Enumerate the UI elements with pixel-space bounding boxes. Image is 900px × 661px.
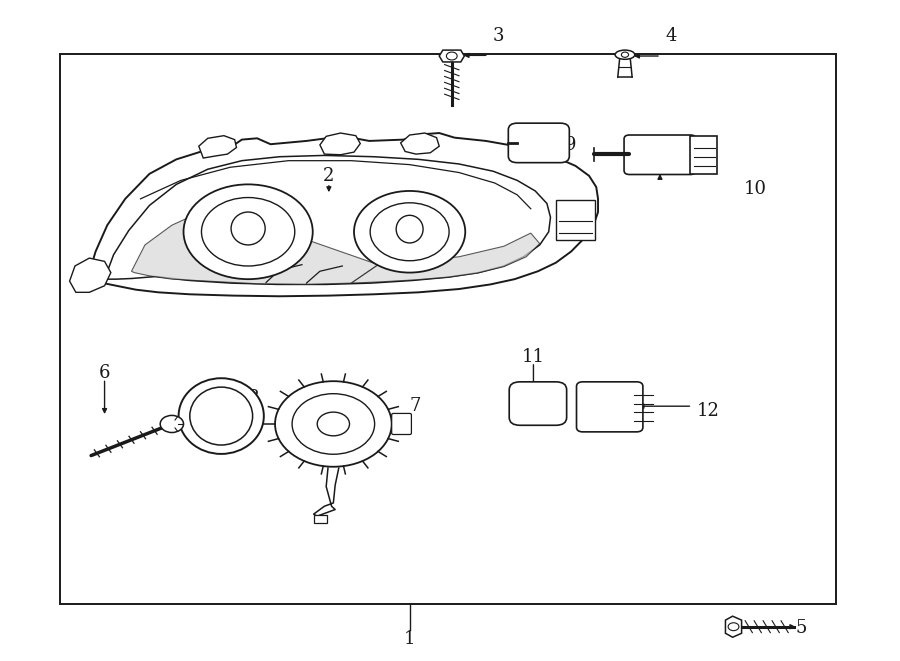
Text: 8: 8 <box>248 389 259 407</box>
Text: 12: 12 <box>697 402 720 420</box>
Text: 9: 9 <box>565 136 576 154</box>
Polygon shape <box>439 50 464 62</box>
FancyBboxPatch shape <box>392 413 411 434</box>
Polygon shape <box>400 133 439 154</box>
Ellipse shape <box>615 50 634 59</box>
FancyBboxPatch shape <box>509 382 567 425</box>
Circle shape <box>370 203 449 260</box>
Text: 5: 5 <box>796 619 806 637</box>
Text: 6: 6 <box>99 364 111 382</box>
Text: 1: 1 <box>404 629 416 648</box>
Circle shape <box>184 184 312 279</box>
Bar <box>59 54 836 603</box>
Polygon shape <box>351 233 540 283</box>
Circle shape <box>292 394 374 454</box>
Circle shape <box>275 381 392 467</box>
Text: 7: 7 <box>410 397 421 415</box>
Bar <box>556 200 596 240</box>
Circle shape <box>160 415 184 432</box>
Polygon shape <box>104 155 551 284</box>
Polygon shape <box>199 136 237 158</box>
Bar <box>313 515 327 523</box>
Polygon shape <box>86 133 598 296</box>
Circle shape <box>354 191 465 272</box>
Circle shape <box>317 412 349 436</box>
Ellipse shape <box>178 378 264 454</box>
Circle shape <box>202 198 295 266</box>
Polygon shape <box>131 207 378 284</box>
FancyBboxPatch shape <box>624 135 696 175</box>
FancyBboxPatch shape <box>577 382 643 432</box>
Ellipse shape <box>190 387 253 445</box>
Text: 11: 11 <box>522 348 544 366</box>
Text: 10: 10 <box>743 180 767 198</box>
Ellipse shape <box>231 212 266 245</box>
Ellipse shape <box>396 215 423 243</box>
Polygon shape <box>320 133 360 155</box>
Text: 2: 2 <box>323 167 335 185</box>
Polygon shape <box>725 616 742 637</box>
Polygon shape <box>69 258 111 292</box>
FancyBboxPatch shape <box>508 123 570 163</box>
Bar <box>690 136 717 174</box>
Text: 3: 3 <box>493 26 505 44</box>
Text: 4: 4 <box>665 26 677 44</box>
